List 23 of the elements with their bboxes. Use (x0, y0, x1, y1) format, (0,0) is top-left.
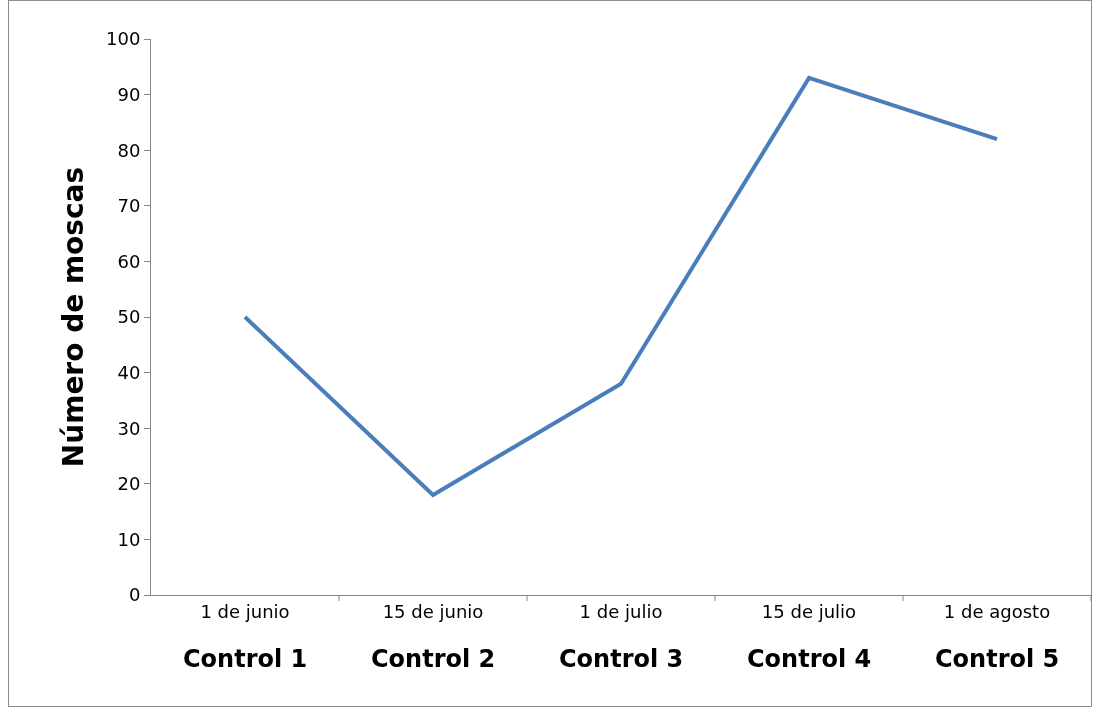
line-series (243, 75, 999, 497)
text: Control 4 (747, 645, 872, 673)
y-tick-label: 70 (117, 195, 141, 217)
y-tick-label: 30 (117, 417, 141, 439)
text: Control 2 (371, 645, 496, 673)
y-tick-label: 40 (117, 361, 141, 383)
x-tick-label: 15 de julio (761, 600, 857, 622)
y-tick-label: 60 (117, 250, 141, 272)
y-tick-label: 90 (117, 83, 141, 105)
y-tick-label: 100 (106, 28, 141, 50)
x-tick-label: 1 de agosto (943, 600, 1051, 622)
x-tick-label: 15 de junio (382, 600, 484, 622)
x-tick-label: 1 de junio (200, 600, 290, 622)
x-tick-label: 1 de julio (579, 600, 663, 622)
y-tick-label: 50 (117, 306, 141, 328)
y-tick-label: 80 (117, 139, 141, 161)
text: Control 1 (183, 645, 308, 673)
y-tick-label: 10 (117, 528, 141, 550)
y-tick-label: 0 (128, 584, 141, 606)
y-axis-title: Número de moscas (56, 166, 90, 468)
text: Control 5 (935, 645, 1060, 673)
y-tick-label: 20 (117, 473, 141, 495)
text: Control 3 (559, 645, 684, 673)
